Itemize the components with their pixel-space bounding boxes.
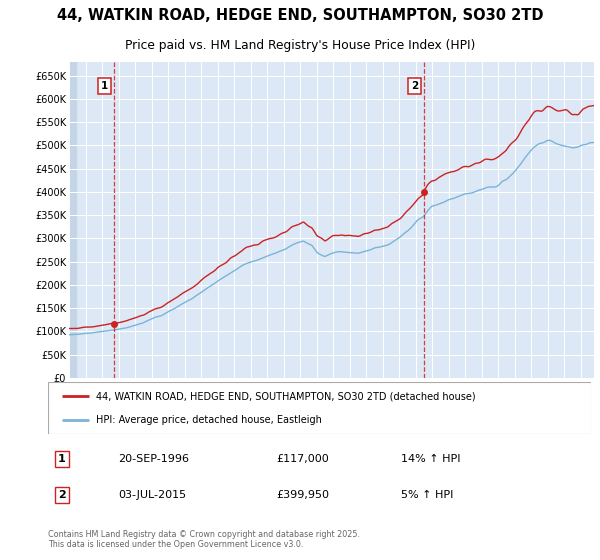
Text: Price paid vs. HM Land Registry's House Price Index (HPI): Price paid vs. HM Land Registry's House … [125, 39, 475, 53]
Bar [69, 62, 76, 378]
Text: HPI: Average price, detached house, Eastleigh: HPI: Average price, detached house, East… [96, 415, 322, 425]
Text: £399,950: £399,950 [276, 490, 329, 500]
Text: 03-JUL-2015: 03-JUL-2015 [119, 490, 187, 500]
Text: 20-SEP-1996: 20-SEP-1996 [119, 454, 190, 464]
Text: Contains HM Land Registry data © Crown copyright and database right 2025.
This d: Contains HM Land Registry data © Crown c… [48, 530, 360, 549]
Text: 1: 1 [58, 454, 65, 464]
Text: 44, WATKIN ROAD, HEDGE END, SOUTHAMPTON, SO30 2TD (detached house): 44, WATKIN ROAD, HEDGE END, SOUTHAMPTON,… [96, 391, 475, 402]
Text: 1: 1 [101, 81, 109, 91]
FancyBboxPatch shape [48, 382, 591, 434]
Text: 14% ↑ HPI: 14% ↑ HPI [401, 454, 460, 464]
Text: 44, WATKIN ROAD, HEDGE END, SOUTHAMPTON, SO30 2TD: 44, WATKIN ROAD, HEDGE END, SOUTHAMPTON,… [57, 8, 543, 23]
Text: 2: 2 [58, 490, 65, 500]
Text: 2: 2 [411, 81, 418, 91]
Text: £117,000: £117,000 [276, 454, 329, 464]
Text: 5% ↑ HPI: 5% ↑ HPI [401, 490, 454, 500]
